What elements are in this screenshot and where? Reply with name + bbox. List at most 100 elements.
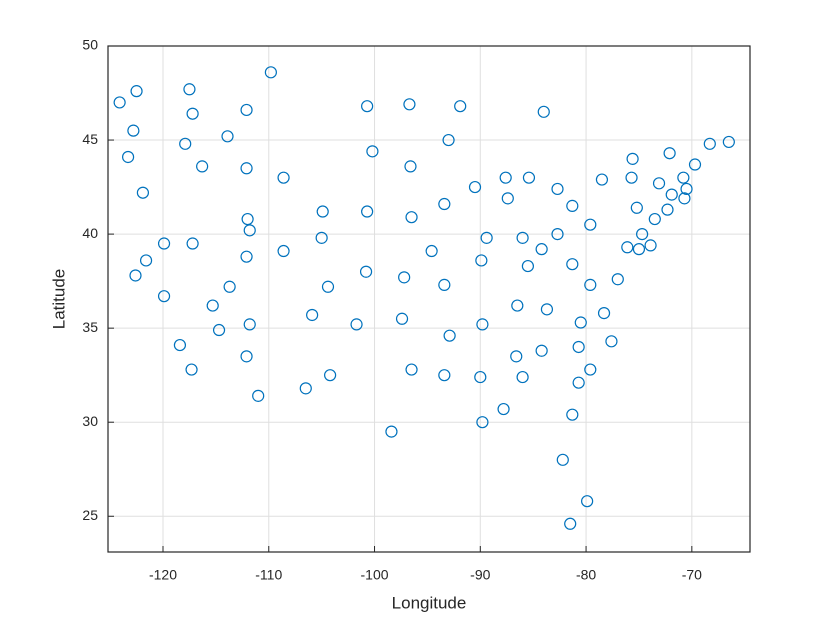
x-tick-label: -110 — [255, 567, 282, 583]
point — [403, 98, 416, 111]
point — [221, 130, 234, 143]
axes-box — [107, 45, 751, 553]
point — [537, 105, 550, 118]
point — [113, 96, 126, 109]
point — [521, 259, 534, 273]
point — [584, 363, 597, 376]
point — [361, 100, 374, 113]
point — [277, 171, 290, 184]
x-tick-label: -80 — [576, 567, 596, 583]
point — [130, 85, 143, 98]
point — [516, 370, 529, 384]
point — [179, 137, 192, 150]
point — [661, 203, 674, 216]
y-axis-label: Latitude — [49, 269, 68, 330]
point — [127, 124, 140, 137]
point — [277, 244, 290, 258]
point — [212, 323, 226, 337]
point — [264, 66, 277, 79]
x-tick-label: -120 — [149, 567, 177, 583]
point — [501, 192, 514, 205]
point — [157, 237, 171, 250]
point — [644, 239, 657, 252]
point — [677, 171, 690, 184]
point — [243, 224, 256, 237]
point — [395, 312, 409, 325]
y-tick-label: 50 — [82, 37, 98, 53]
point — [566, 199, 579, 212]
point — [474, 370, 487, 384]
point — [438, 369, 451, 382]
point — [648, 212, 661, 226]
point — [185, 363, 198, 376]
point — [630, 201, 643, 214]
x-axis-label: Longitude — [392, 593, 467, 612]
point — [385, 425, 398, 438]
point — [321, 280, 335, 293]
point — [680, 182, 693, 196]
point — [157, 290, 171, 303]
point — [299, 382, 312, 395]
x-tick-label: -100 — [361, 567, 389, 583]
point — [665, 188, 678, 201]
point — [425, 244, 438, 258]
point — [186, 107, 199, 120]
y-tick-label: 35 — [82, 319, 98, 335]
point — [324, 369, 337, 382]
point — [572, 340, 585, 354]
point — [556, 453, 569, 466]
point — [206, 299, 219, 312]
point — [475, 254, 488, 267]
point — [511, 299, 524, 312]
point — [366, 145, 379, 158]
point — [621, 241, 634, 254]
point — [223, 280, 236, 293]
point — [252, 389, 265, 402]
point — [572, 376, 585, 389]
point — [535, 344, 548, 357]
point — [516, 231, 529, 244]
point — [476, 416, 489, 429]
point — [688, 158, 702, 171]
point — [136, 186, 150, 199]
point — [361, 205, 374, 218]
point — [597, 307, 611, 320]
point — [454, 100, 467, 113]
point — [605, 335, 618, 348]
point — [581, 495, 594, 508]
point — [186, 237, 199, 250]
point — [722, 135, 735, 149]
point — [405, 363, 418, 376]
point — [480, 231, 493, 244]
point — [359, 265, 373, 278]
y-tick-label: 30 — [82, 413, 98, 429]
point — [584, 278, 597, 291]
point — [121, 150, 135, 164]
point — [626, 152, 639, 165]
x-tick-label: -70 — [682, 567, 702, 583]
point — [703, 137, 716, 150]
point — [404, 160, 417, 173]
point — [625, 171, 638, 184]
point — [499, 171, 512, 184]
point — [574, 316, 587, 329]
point — [306, 308, 319, 322]
point — [129, 269, 142, 282]
point — [350, 318, 363, 331]
point — [405, 211, 418, 224]
point — [566, 408, 579, 421]
point — [476, 318, 489, 331]
point — [443, 329, 456, 342]
point — [611, 273, 624, 286]
point — [510, 350, 523, 363]
y-tick-label: 25 — [82, 507, 98, 523]
point — [438, 278, 451, 291]
point — [183, 83, 196, 96]
point — [636, 228, 649, 241]
y-tick-label: 45 — [82, 131, 98, 147]
point — [442, 133, 455, 147]
point — [584, 218, 597, 231]
point — [240, 350, 253, 363]
point — [678, 192, 691, 205]
